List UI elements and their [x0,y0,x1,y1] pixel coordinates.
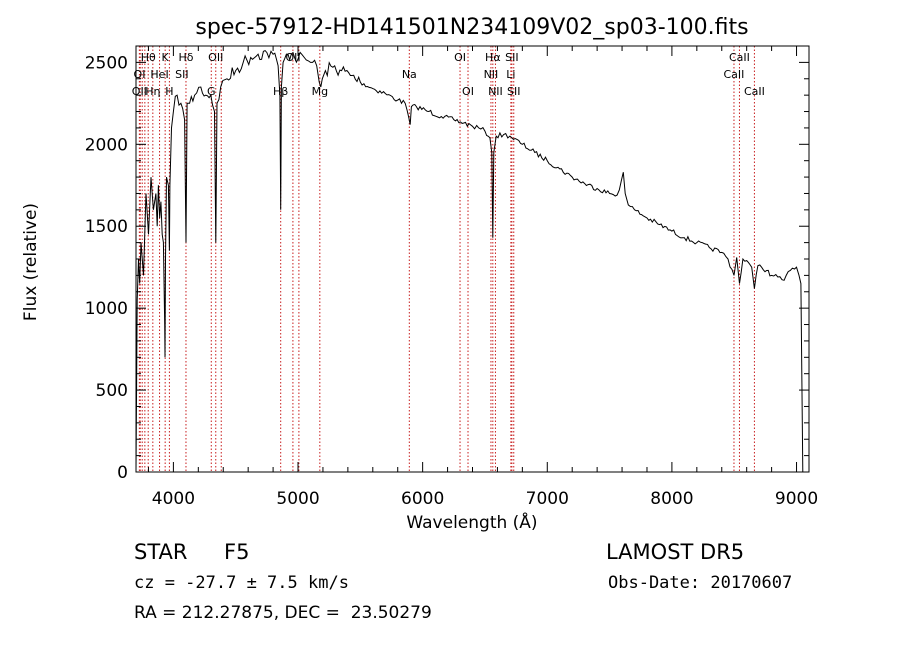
line-label: CaII [724,68,745,81]
redshift-readout: cz = -27.7 ± 7.5 km/s [134,573,349,593]
line-label: SII [507,85,520,98]
line-label: NII [484,68,499,81]
line-label: OI [134,68,146,81]
spectrum-line [135,49,804,473]
x-tick-label: 9000 [775,489,818,509]
line-label: Mg [312,85,328,98]
x-tick-label: 4000 [152,489,195,509]
x-tick-label: 7000 [526,489,569,509]
line-label: HeI [150,68,168,81]
y-tick-label: 1000 [85,299,128,319]
line-label: H [165,85,173,98]
line-label: OI [462,85,474,98]
line-label: NII [488,85,503,98]
y-tick-label: 2000 [85,135,128,155]
line-label: CaII [744,85,765,98]
y-axis-label: Flux (relative) [21,203,41,321]
coordinates-readout: RA = 212.27875, DEC = 23.50279 [134,603,432,623]
line-label: Hβ [273,85,288,98]
y-tick-label: 500 [96,381,128,401]
line-label: Hα [485,51,501,64]
x-tick-label: 5000 [276,489,319,509]
line-label: Hη [145,85,160,98]
plot-frame [135,45,810,473]
emission-line-markers [138,46,755,472]
line-label: Li [506,68,515,81]
x-tick-label: 6000 [401,489,444,509]
object-subclass: F5 [224,540,250,564]
line-label: Hδ [178,51,193,64]
object-class: STAR [134,540,188,564]
line-label: OII [285,51,300,64]
x-axis-label: Wavelength (Å) [406,511,537,533]
line-label: OI [454,51,466,64]
y-axis-ticks: 0 500 1000 1500 2000 2500 [85,45,809,483]
chart-title: spec-57912-HD141501N234109V02_sp03-100.f… [195,15,748,40]
line-label: G [207,85,216,98]
line-label: SII [505,51,518,64]
y-tick-label: 1500 [85,217,128,237]
observation-date: Obs-Date: 20170607 [608,573,793,593]
x-axis-ticks: 4000 5000 6000 7000 8000 9000 [147,46,818,509]
line-label: Na [402,68,417,81]
survey-name: LAMOST DR5 [606,540,745,564]
line-label: Hθ [141,51,156,64]
y-tick-label: 0 [117,463,128,483]
y-tick-label: 2500 [85,53,128,73]
line-label: K [162,51,170,64]
x-tick-label: 8000 [650,489,693,509]
line-label: SII [175,68,188,81]
line-label: OII [208,51,223,64]
line-label: CaII [729,51,750,64]
